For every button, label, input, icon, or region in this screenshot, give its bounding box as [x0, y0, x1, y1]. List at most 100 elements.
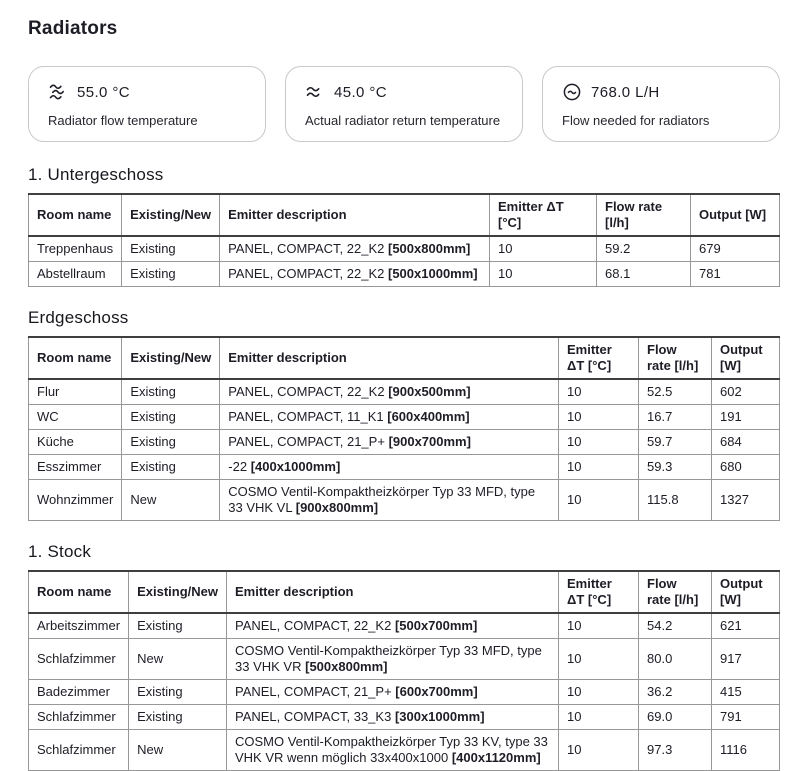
- flow-rate-cell: 80.0: [638, 638, 712, 680]
- stat-value: 45.0 °C: [334, 83, 387, 101]
- table-row: Abstellraum Existing PANEL, COMPACT, 22_…: [27, 261, 780, 287]
- status-cell: Existing: [121, 429, 221, 455]
- emitter-text: PANEL, COMPACT, 22_K2: [228, 384, 385, 399]
- delta-t-cell: 10: [558, 479, 639, 521]
- output-cell: 791: [711, 704, 780, 730]
- flow-rate-cell: 59.7: [638, 429, 712, 455]
- flow-rate-cell: 68.1: [596, 261, 691, 287]
- delta-t-cell: 10: [558, 612, 639, 639]
- delta-t-cell: 10: [489, 235, 597, 262]
- emitter-cell: COSMO Ventil-Kompaktheizkörper Typ 33 KV…: [226, 729, 559, 771]
- output-cell: 684: [711, 429, 780, 455]
- delta-t-cell: 10: [558, 729, 639, 771]
- stat-cards: 55.0 °C Radiator flow temperature 45.0 °…: [28, 66, 780, 142]
- emitter-size: [500x700mm]: [394, 618, 478, 633]
- emitter-cell: COSMO Ventil-Kompaktheizkörper Typ 33 MF…: [219, 479, 559, 521]
- delta-t-cell: 10: [558, 704, 639, 730]
- room-name-cell: Küche: [27, 429, 123, 455]
- column-header: Room name: [27, 336, 123, 380]
- delta-t-cell: 10: [558, 638, 639, 680]
- column-header: Emitter description: [226, 570, 559, 614]
- output-cell: 602: [711, 378, 780, 405]
- output-cell: 621: [711, 612, 780, 639]
- emitter-size: [600x400mm]: [387, 409, 470, 424]
- stat-card-flow-rate: 768.0 L/H Flow needed for radiators: [542, 66, 780, 142]
- flow-rate-cell: 59.3: [638, 454, 712, 480]
- table-header-row: Room name Existing/New Emitter descripti…: [27, 193, 780, 237]
- room-name-cell: Badezimmer: [27, 679, 130, 705]
- status-cell: Existing: [121, 261, 221, 287]
- stat-label: Actual radiator return temperature: [305, 113, 501, 128]
- delta-t-cell: 10: [558, 454, 639, 480]
- status-cell: New: [128, 729, 227, 771]
- status-cell: New: [121, 479, 221, 521]
- emitter-cell: PANEL, COMPACT, 33_K3 [300x1000mm]: [226, 704, 559, 730]
- emitter-cell: PANEL, COMPACT, 22_K2 [500x1000mm]: [219, 261, 490, 287]
- page-title: Radiators: [28, 18, 118, 39]
- table-row: Wohnzimmer New COSMO Ventil-Kompaktheizk…: [27, 479, 780, 521]
- emitter-cell: PANEL, COMPACT, 22_K2 [900x500mm]: [219, 378, 559, 405]
- column-header: Existing/New: [128, 570, 227, 614]
- room-name-cell: Treppenhaus: [27, 235, 123, 262]
- room-name-cell: Arbeitszimmer: [27, 612, 130, 639]
- room-name-cell: Flur: [27, 378, 123, 405]
- stat-value: 55.0 °C: [77, 83, 130, 101]
- emitter-text: PANEL, COMPACT, 21_P+: [228, 434, 385, 449]
- table-row: Schlafzimmer New COSMO Ventil-Kompakthei…: [27, 729, 780, 771]
- room-name-cell: Schlafzimmer: [27, 729, 130, 771]
- output-cell: 1116: [711, 729, 780, 771]
- stat-value-row: 55.0 °C: [48, 82, 246, 102]
- emitter-size: [500x800mm]: [305, 659, 388, 674]
- output-cell: 781: [690, 261, 780, 287]
- flow-rate-cell: 69.0: [638, 704, 712, 730]
- emitter-text: -22: [228, 459, 248, 474]
- table-row: Flur Existing PANEL, COMPACT, 22_K2 [900…: [27, 378, 780, 405]
- emitter-cell: PANEL, COMPACT, 11_K1 [600x400mm]: [219, 404, 559, 430]
- section-heading-erdgeschoss: Erdgeschoss: [28, 308, 129, 327]
- status-cell: Existing: [121, 454, 221, 480]
- emitter-size: [900x500mm]: [388, 384, 471, 399]
- table-row: Esszimmer Existing -22 [400x1000mm] 10 5…: [27, 454, 780, 480]
- emitter-cell: COSMO Ventil-Kompaktheizkörper Typ 33 MF…: [226, 638, 559, 680]
- stat-label: Radiator flow temperature: [48, 113, 198, 128]
- radiator-table-untergeschoss: Room name Existing/New Emitter descripti…: [27, 193, 780, 287]
- flow-rate-cell: 36.2: [638, 679, 712, 705]
- delta-t-cell: 10: [489, 261, 597, 287]
- table-header-row: Room name Existing/New Emitter descripti…: [27, 570, 780, 614]
- column-header: Emitter description: [219, 336, 559, 380]
- column-header: Room name: [27, 193, 123, 237]
- table-header-row: Room name Existing/New Emitter descripti…: [27, 336, 780, 380]
- column-header: Emitter ΔT [°C]: [558, 570, 639, 614]
- double-wave-icon: [305, 82, 325, 102]
- room-name-cell: Abstellraum: [27, 261, 123, 287]
- room-name-cell: Wohnzimmer: [27, 479, 123, 521]
- emitter-size: [300x1000mm]: [394, 709, 485, 724]
- emitter-text: PANEL, COMPACT, 22_K2: [235, 618, 392, 633]
- output-cell: 680: [711, 454, 780, 480]
- stat-card-flow-temperature: 55.0 °C Radiator flow temperature: [28, 66, 266, 142]
- status-cell: Existing: [121, 404, 221, 430]
- column-header: Output [W]: [711, 570, 780, 614]
- delta-t-cell: 10: [558, 679, 639, 705]
- column-header: Emitter ΔT [°C]: [489, 193, 597, 237]
- flow-circle-icon: [562, 82, 582, 102]
- output-cell: 1327: [711, 479, 780, 521]
- emitter-size: [900x700mm]: [388, 434, 471, 449]
- delta-t-cell: 10: [558, 378, 639, 405]
- stat-value: 768.0 L/H: [591, 83, 660, 101]
- column-header: Room name: [27, 570, 130, 614]
- emitter-cell: PANEL, COMPACT, 22_K2 [500x700mm]: [226, 612, 559, 639]
- triple-wave-icon: [48, 82, 68, 102]
- delta-t-cell: 10: [558, 404, 639, 430]
- emitter-cell: -22 [400x1000mm]: [219, 454, 559, 480]
- emitter-cell: PANEL, COMPACT, 21_P+ [600x700mm]: [226, 679, 559, 705]
- emitter-cell: PANEL, COMPACT, 21_P+ [900x700mm]: [219, 429, 559, 455]
- column-header: Flow rate [l/h]: [638, 336, 712, 380]
- output-cell: 191: [711, 404, 780, 430]
- section-heading-stock: 1. Stock: [28, 542, 92, 561]
- table-row: Schlafzimmer Existing PANEL, COMPACT, 33…: [27, 704, 780, 730]
- emitter-text: COSMO Ventil-Kompaktheizkörper Typ 33 MF…: [235, 643, 542, 674]
- status-cell: New: [128, 638, 227, 680]
- flow-rate-cell: 97.3: [638, 729, 712, 771]
- column-header: Output [W]: [690, 193, 780, 237]
